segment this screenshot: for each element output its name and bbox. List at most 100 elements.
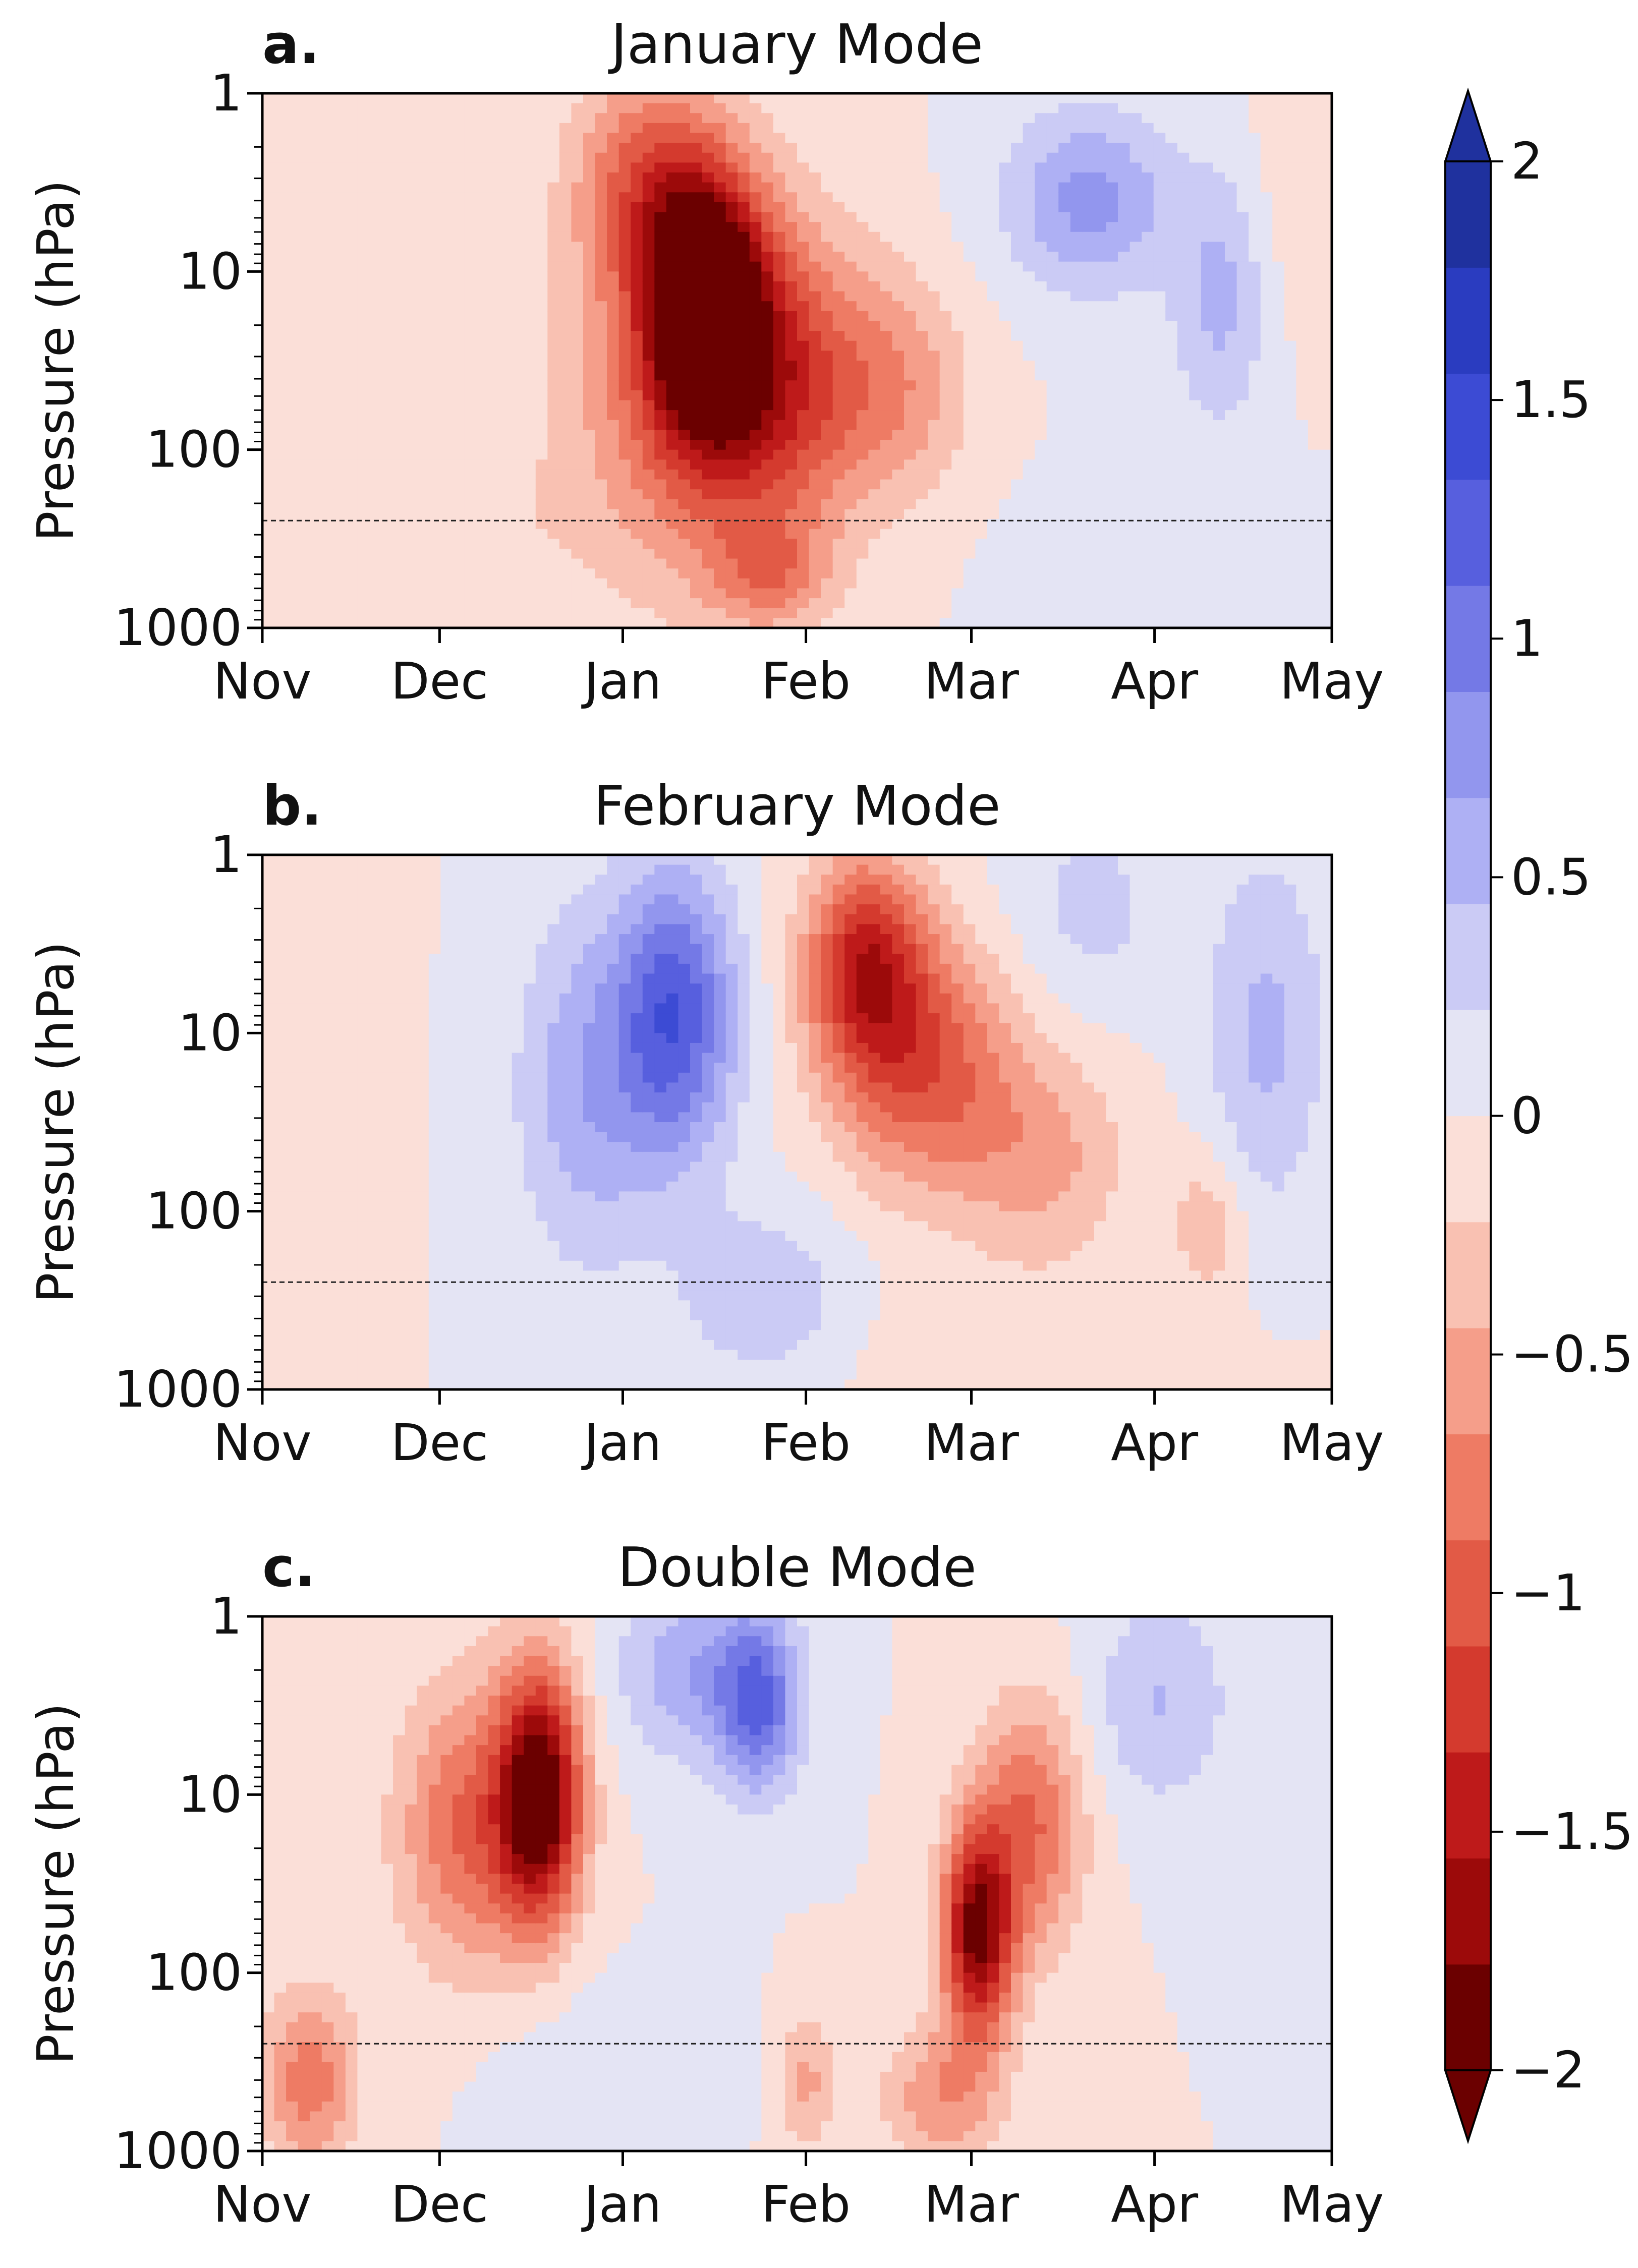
field-cell xyxy=(963,123,976,134)
field-cell xyxy=(464,321,477,331)
field-cell xyxy=(1035,182,1047,193)
field-cell xyxy=(1320,113,1332,124)
field-cell xyxy=(393,123,406,134)
field-cell xyxy=(381,123,393,134)
field-cell xyxy=(690,103,703,114)
field-cell xyxy=(428,182,441,193)
field-cell xyxy=(1225,459,1237,470)
field-cell xyxy=(393,192,406,203)
field-cell xyxy=(951,469,964,480)
field-cell xyxy=(1153,479,1166,490)
field-cell xyxy=(500,539,513,549)
field-cell xyxy=(856,202,869,213)
field-cell xyxy=(1225,103,1237,114)
field-cell xyxy=(559,361,572,371)
field-cell xyxy=(797,103,810,114)
field-cell xyxy=(405,598,418,609)
field-cell xyxy=(690,578,703,589)
field-cell xyxy=(357,172,370,183)
field-cell xyxy=(987,252,1000,262)
field-cell xyxy=(535,252,548,262)
field-cell xyxy=(535,93,548,104)
field-cell xyxy=(678,361,691,371)
field-cell xyxy=(1142,281,1154,292)
field-cell xyxy=(1106,578,1118,589)
field-cell xyxy=(571,291,584,302)
field-cell xyxy=(1320,192,1332,203)
field-cell xyxy=(1035,361,1047,371)
field-cell xyxy=(1272,469,1285,480)
field-cell xyxy=(797,182,810,193)
field-cell xyxy=(1129,340,1142,352)
field-cell xyxy=(809,509,821,519)
field-cell xyxy=(1153,449,1166,460)
field-cell xyxy=(690,321,703,331)
field-cell xyxy=(571,370,584,381)
field-cell xyxy=(1177,618,1190,628)
field-cell xyxy=(939,103,952,114)
field-cell xyxy=(1165,618,1178,628)
field-cell xyxy=(1046,212,1059,222)
field-cell xyxy=(310,172,322,183)
field-cell xyxy=(488,143,500,153)
field-cell xyxy=(262,222,275,232)
field-cell xyxy=(547,489,560,500)
field-cell xyxy=(631,598,643,609)
field-cell xyxy=(821,519,833,530)
field-cell xyxy=(1094,489,1107,500)
field-cell xyxy=(916,380,928,391)
field-cell xyxy=(571,529,584,540)
field-cell xyxy=(405,212,418,222)
field-cell xyxy=(298,202,311,213)
field-cell xyxy=(1236,271,1249,282)
field-cell xyxy=(963,489,976,500)
field-cell xyxy=(357,271,370,282)
field-cell xyxy=(1213,618,1225,628)
field-cell xyxy=(749,489,762,500)
field-cell xyxy=(773,548,786,559)
field-cell xyxy=(452,558,465,569)
field-cell xyxy=(571,133,584,143)
y-tick-label: 10 xyxy=(178,242,242,301)
field-cell xyxy=(714,222,726,232)
field-cell xyxy=(642,182,655,193)
field-cell xyxy=(500,618,513,628)
field-cell xyxy=(761,172,774,183)
field-cell xyxy=(1213,459,1225,470)
field-cell xyxy=(738,618,750,628)
field-cell xyxy=(488,113,500,124)
field-cell xyxy=(286,113,299,124)
field-cell xyxy=(262,301,275,312)
field-cell xyxy=(1058,152,1071,163)
field-cell xyxy=(1272,449,1285,460)
field-cell xyxy=(1201,222,1214,232)
field-cell xyxy=(631,390,643,401)
field-cell xyxy=(262,864,275,876)
field-cell xyxy=(1225,242,1237,252)
field-cell xyxy=(868,440,881,450)
field-cell xyxy=(1189,588,1202,599)
field-cell xyxy=(999,133,1011,143)
field-cell xyxy=(725,390,739,401)
field-cell xyxy=(607,440,619,450)
field-cell xyxy=(892,261,905,272)
field-cell xyxy=(892,548,905,559)
field-cell xyxy=(1213,400,1225,411)
field-cell xyxy=(512,281,525,292)
field-cell xyxy=(1118,301,1131,312)
field-cell xyxy=(1165,479,1178,490)
field-cell xyxy=(642,143,655,153)
field-cell xyxy=(1082,252,1095,262)
field-cell xyxy=(1260,133,1273,143)
field-cell xyxy=(262,1369,275,1380)
field-cell xyxy=(749,133,762,143)
field-cell xyxy=(298,123,311,134)
field-cell xyxy=(1320,469,1332,480)
field-cell xyxy=(583,192,596,203)
field-cell xyxy=(1165,311,1178,322)
field-cell xyxy=(631,133,643,143)
field-cell xyxy=(595,242,607,252)
field-cell xyxy=(951,271,964,282)
field-cell xyxy=(1213,509,1225,519)
field-cell xyxy=(428,618,441,628)
